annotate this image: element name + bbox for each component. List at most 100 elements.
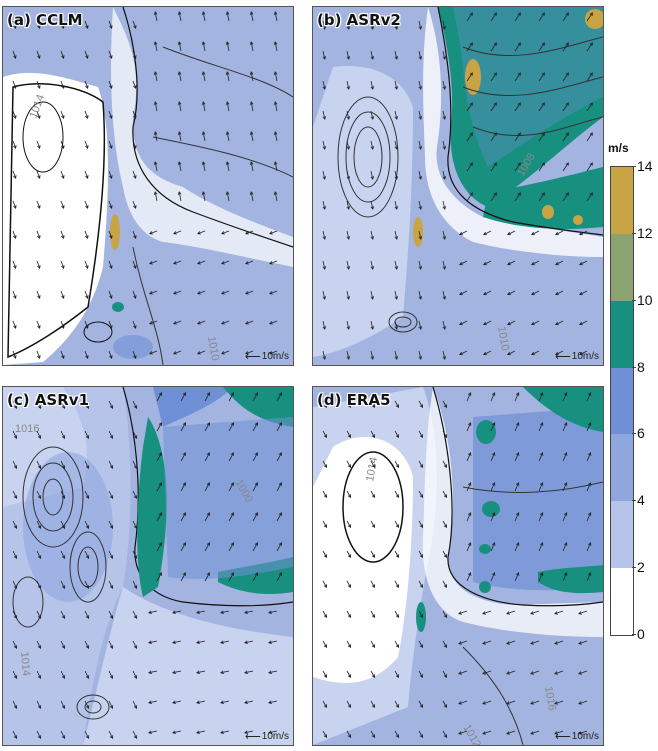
wind-vector — [555, 320, 564, 325]
wind-vector-head — [133, 205, 137, 209]
wind-vector-head — [418, 266, 423, 270]
wind-vector-head — [531, 321, 535, 326]
colorbar-tick-mark — [632, 634, 636, 635]
wind-vector — [12, 170, 17, 179]
wind-vector-head — [230, 452, 234, 456]
wind-vector-head — [507, 351, 511, 356]
wind-vector — [220, 700, 230, 704]
wind-vector — [108, 640, 113, 649]
wind-vector — [370, 580, 375, 588]
wind-vector-head — [459, 321, 463, 326]
wind-vector-head — [554, 731, 558, 735]
wind-vector — [506, 670, 516, 675]
wind-vector-head — [579, 261, 583, 266]
wind-vector-head — [418, 86, 423, 90]
wind-vector-head — [442, 356, 447, 360]
wind-vector-head — [323, 734, 328, 739]
colorbar-tick-label: 6 — [637, 425, 645, 442]
wind-vector — [394, 490, 399, 498]
wind-vector — [322, 20, 326, 30]
wind-vector-head — [221, 231, 225, 235]
wind-vector-head — [273, 101, 278, 105]
wind-vector-head — [589, 12, 593, 16]
wind-vector — [586, 42, 593, 52]
wind-vector — [132, 260, 137, 269]
wind-vector — [132, 290, 137, 299]
wind-vector-head — [395, 494, 400, 499]
wind-vector-head — [442, 236, 447, 240]
wind-vector — [36, 430, 41, 439]
wind-vector — [204, 512, 210, 522]
wind-vector-head — [589, 72, 593, 76]
wind-vector-head — [419, 524, 424, 529]
wind-vector-head — [61, 205, 65, 209]
wind-vector — [274, 41, 278, 52]
wind-vector-head — [221, 261, 225, 265]
wind-vector — [202, 191, 206, 202]
wind-vector — [586, 422, 591, 432]
wind-vector — [252, 392, 258, 402]
wind-vector-head — [443, 494, 448, 499]
wind-vector — [154, 41, 158, 52]
wind-vector-head — [587, 572, 592, 576]
wind-vector — [483, 260, 492, 265]
wind-vector — [149, 230, 158, 235]
wind-vector-head — [13, 295, 17, 299]
wind-vector-head — [554, 701, 558, 705]
wind-vector-head — [587, 512, 592, 516]
wind-vector-head — [442, 176, 447, 180]
wind-vector-head — [507, 261, 511, 266]
wind-vector-head — [322, 356, 327, 360]
wind-vector — [370, 50, 374, 60]
colorbar-segment — [611, 501, 633, 569]
wind-vector-head — [395, 524, 400, 529]
wind-vector-head — [541, 102, 545, 106]
wind-vector — [322, 290, 326, 300]
wind-vector — [394, 610, 399, 618]
wind-vector-head — [173, 261, 177, 265]
wind-vector — [132, 350, 137, 359]
wind-vector — [346, 670, 351, 678]
wind-vector-head — [133, 525, 138, 529]
wind-vector-head — [323, 584, 328, 589]
wind-vector — [12, 400, 17, 409]
contour-label: 1014 — [364, 456, 380, 482]
wind-vector — [220, 730, 230, 734]
wind-vector-head — [371, 674, 376, 679]
wind-vector-head — [37, 465, 42, 469]
wind-vector-head — [394, 356, 399, 360]
wind-vector-head — [158, 422, 162, 426]
wind-vector — [458, 730, 468, 735]
wind-vector-head — [109, 435, 114, 439]
wind-vector — [418, 580, 423, 588]
panel-asrv1: 1016 1014 1000 (c) ASRv1 ⟵ 10m/s — [2, 386, 294, 746]
wind-vector — [490, 42, 497, 52]
wind-vector — [228, 542, 234, 552]
wind-vector-head — [273, 191, 278, 195]
wind-vector-head — [177, 131, 182, 135]
wind-vector — [108, 520, 113, 529]
wind-vector — [514, 192, 521, 202]
wind-vector-head — [254, 452, 258, 456]
wind-vector-head — [442, 116, 447, 120]
wind-vector-head — [507, 291, 511, 296]
wind-vector — [202, 161, 206, 172]
wind-vector — [172, 670, 182, 674]
wind-vector-head — [278, 392, 282, 396]
wind-vector-head — [322, 236, 327, 240]
wind-vector — [108, 400, 113, 409]
wind-vector — [12, 430, 17, 439]
wind-vector — [370, 700, 375, 708]
wind-vector-head — [61, 705, 66, 709]
wind-vector-head — [347, 614, 352, 619]
wind-vector-head — [346, 356, 351, 360]
wind-vector — [172, 610, 182, 614]
wind-vector-head — [442, 86, 447, 90]
wind-vector — [132, 400, 137, 409]
wind-vector-head — [182, 572, 186, 576]
wind-vector — [562, 162, 569, 172]
colorbar-tick-mark — [632, 232, 636, 234]
wind-vector-head — [109, 265, 113, 269]
wind-vector-head — [133, 435, 138, 439]
wind-vector — [490, 72, 497, 82]
